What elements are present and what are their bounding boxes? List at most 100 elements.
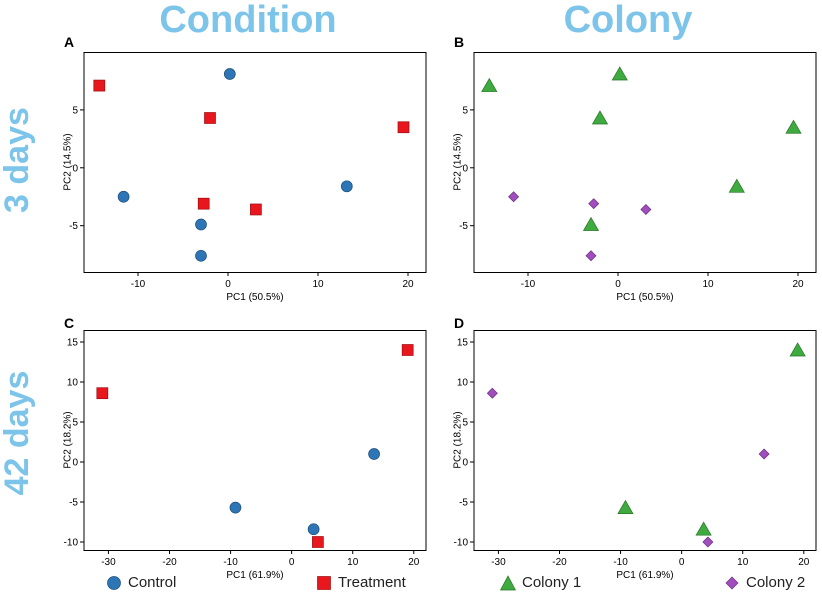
- treatment-point: [250, 203, 262, 216]
- x-tick-label: -30: [101, 557, 116, 568]
- y-tick-label: -10: [454, 538, 469, 549]
- colony-2-point: [702, 536, 714, 548]
- colony-2-point: [585, 250, 597, 262]
- triangle-icon: [499, 574, 517, 591]
- legend-label-control: Control: [128, 574, 177, 591]
- colony-2-point: [588, 198, 600, 210]
- legend-label-treatment: Treatment: [338, 574, 406, 591]
- treatment-point: [312, 536, 324, 548]
- control-point: [340, 180, 353, 193]
- x-axis-label: PC1 (50.5%): [616, 292, 673, 302]
- y-tick-label: 5: [462, 105, 468, 116]
- plot-frame: [473, 330, 817, 551]
- legend-colony-1: Colony 1: [499, 574, 582, 591]
- y-axis-label: PC2 (14.5%): [452, 133, 463, 190]
- x-tick-label: 0: [615, 279, 621, 290]
- scatter-plot-a: -10 0 10 20 -5 0 5 PC1 (50.5%) PC2 (14.5%): [62, 52, 427, 302]
- plot-frame: [83, 330, 427, 551]
- treatment-point: [401, 344, 414, 356]
- colony-2-point: [640, 203, 652, 215]
- x-tick-label: -10: [223, 557, 238, 568]
- x-tick-label: 10: [737, 557, 749, 568]
- control-point: [229, 501, 242, 514]
- y-tick-label: 0: [72, 163, 78, 174]
- panel-letter-d: D: [454, 315, 465, 331]
- y-axis-label: PC2 (18.2%): [452, 411, 463, 468]
- x-tick-label: -20: [162, 557, 177, 568]
- y-tick-label: 15: [67, 338, 79, 349]
- x-tick-label: 0: [289, 557, 295, 568]
- colony-1-point: [591, 110, 609, 125]
- x-axis-label: PC1 (61.9%): [616, 570, 673, 580]
- colony-2-point: [758, 448, 770, 460]
- circle-icon: [106, 575, 122, 591]
- control-point: [307, 523, 320, 536]
- colony-1-point: [582, 216, 600, 231]
- treatment-point: [93, 79, 106, 92]
- x-tick-label: -20: [552, 557, 567, 568]
- x-tick-label: 0: [679, 557, 685, 568]
- y-tick-label: 5: [462, 418, 468, 429]
- y-axis-label: PC2 (14.5%): [62, 133, 73, 190]
- legend-treatment: Treatment: [316, 574, 406, 591]
- y-tick-label: -5: [69, 221, 78, 232]
- scatter-plot-c: -30 -20 -10 0 10 20 -10 -5 0 5 10 15 PC1 (61.9%) PC2 …: [62, 330, 427, 580]
- y-tick-label: 5: [72, 105, 78, 116]
- y-tick-label: 5: [72, 418, 78, 429]
- panel-letter-a: A: [64, 34, 75, 50]
- control-point: [195, 218, 207, 231]
- x-tick-label: 20: [792, 279, 804, 290]
- plot-frame: [83, 52, 427, 273]
- x-tick-label: 20: [798, 557, 810, 568]
- control-point: [368, 448, 380, 460]
- column-header-colony: Colony: [563, 0, 693, 41]
- colony-1-point: [695, 521, 712, 536]
- x-tick-label: 10: [347, 557, 359, 568]
- x-axis-label: PC1 (50.5%): [226, 292, 283, 302]
- y-tick-label: -10: [64, 538, 79, 549]
- treatment-point: [96, 387, 109, 400]
- y-tick-label: 0: [462, 458, 468, 469]
- scatter-plot-b: -10 0 10 20 -5 0 5 PC1 (50.5%) PC2 (14.5%): [452, 52, 817, 302]
- colony-1-point: [728, 178, 745, 193]
- treatment-point: [397, 121, 410, 134]
- row-header-42-days: 42 days: [0, 370, 36, 496]
- treatment-point: [204, 112, 216, 124]
- legend-label-colony-1: Colony 1: [522, 574, 582, 591]
- column-header-condition: Condition: [159, 0, 337, 41]
- x-tick-label: -10: [521, 279, 536, 290]
- panel-letter-b: B: [454, 34, 465, 50]
- x-tick-label: 20: [408, 557, 420, 568]
- y-tick-label: -5: [459, 498, 468, 509]
- x-axis-label: PC1 (61.9%): [226, 570, 283, 580]
- square-icon: [316, 575, 332, 591]
- control-point: [117, 190, 130, 203]
- colony-2-point: [486, 387, 498, 399]
- colony-1-point: [611, 66, 628, 81]
- legend-label-colony-2: Colony 2: [746, 574, 806, 591]
- y-tick-label: 0: [72, 458, 78, 469]
- y-tick-label: 15: [457, 338, 469, 349]
- row-header-3-days: 3 days: [0, 107, 36, 213]
- control-point: [195, 249, 207, 262]
- colony-2-point: [508, 191, 520, 203]
- colony-1-point: [481, 77, 498, 92]
- x-tick-label: 20: [402, 279, 414, 290]
- x-tick-label: -10: [131, 279, 146, 290]
- legend-colony-2: Colony 2: [724, 574, 805, 591]
- treatment-point: [197, 197, 210, 210]
- legend-control: Control: [106, 574, 176, 591]
- x-tick-label: 0: [225, 279, 231, 290]
- x-tick-label: 10: [312, 279, 324, 290]
- colony-1-point: [617, 499, 634, 514]
- diamond-icon: [724, 575, 740, 591]
- x-tick-label: -10: [613, 557, 628, 568]
- x-tick-label: 10: [702, 279, 714, 290]
- scatter-plot-d: -30 -20 -10 0 10 20 -10 -5 0 5 10 15 PC1 (61.9%) PC2 …: [452, 330, 817, 580]
- y-tick-label: 10: [67, 378, 79, 389]
- panel-letter-c: C: [64, 315, 75, 331]
- y-tick-label: 10: [457, 378, 469, 389]
- y-tick-label: 0: [462, 163, 468, 174]
- y-tick-label: -5: [69, 498, 78, 509]
- plot-frame: [473, 52, 817, 273]
